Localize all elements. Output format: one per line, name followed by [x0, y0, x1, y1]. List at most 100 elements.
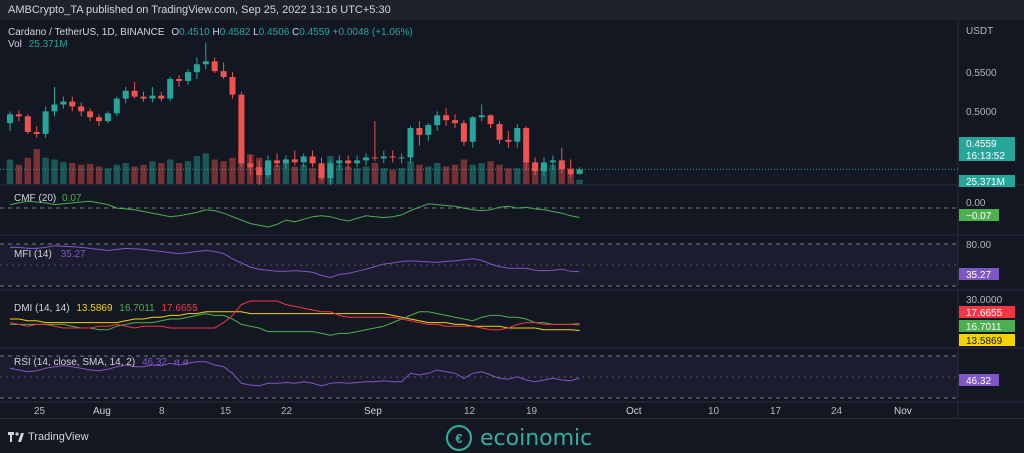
candle-body[interactable] [567, 169, 574, 175]
candle-body[interactable] [274, 160, 280, 164]
candle-body[interactable] [24, 116, 31, 132]
ohlc-close-label: C [292, 27, 300, 38]
candle-body[interactable] [202, 61, 209, 65]
volume-bar [220, 161, 227, 184]
candle-body[interactable] [478, 115, 485, 118]
candle-body[interactable] [167, 78, 174, 99]
candle-body[interactable] [336, 160, 343, 164]
dmi-legend[interactable]: DMI (14, 14) 13.5869 16.7011 17.6655 [14, 303, 198, 314]
candle-body[interactable] [300, 156, 307, 163]
minus-di-badge-value: 17.6655 [966, 308, 1003, 319]
candle-body[interactable] [496, 124, 503, 140]
candle-body[interactable] [354, 160, 361, 164]
candle-body[interactable] [549, 160, 556, 163]
rsi-legend[interactable]: RSI (14, close, SMA, 14, 2) 46.32 ø ø [14, 357, 189, 368]
candle-body[interactable] [309, 156, 316, 164]
candle-body[interactable] [149, 95, 156, 99]
candle-body[interactable] [541, 162, 547, 172]
candle-body[interactable] [211, 61, 218, 72]
volume-bar [184, 161, 192, 184]
cmf-legend[interactable]: CMF (20) 0.07 [14, 193, 81, 204]
candle-body[interactable] [42, 111, 49, 134]
candle-body[interactable] [113, 98, 120, 114]
cmf-value: 0.07 [62, 193, 82, 204]
candle-body[interactable] [318, 163, 325, 179]
candle-body[interactable] [345, 160, 352, 164]
candle-body[interactable] [532, 162, 539, 172]
candle-body[interactable] [78, 106, 85, 112]
volume-bar [505, 168, 512, 184]
candle-body[interactable] [505, 139, 512, 142]
candle-body[interactable] [265, 160, 272, 176]
volume-bar [175, 163, 183, 184]
tradingview-logo[interactable]: TradingView [8, 431, 89, 443]
candle-body[interactable] [193, 64, 200, 73]
candle-body[interactable] [452, 120, 458, 124]
candle-body[interactable] [131, 90, 138, 97]
candle-body[interactable] [238, 94, 245, 164]
candle-body[interactable] [140, 96, 147, 99]
chart-svg[interactable]: USDT 0.5500 0.5000 0.00 80.00 30.0000 0.… [0, 20, 1024, 418]
candle-body[interactable] [220, 71, 227, 78]
chart-area[interactable]: USDT 0.5500 0.5000 0.00 80.00 30.0000 0.… [0, 20, 1024, 418]
volume-bar [336, 164, 343, 184]
candle-body[interactable] [51, 104, 58, 112]
candle-body[interactable] [371, 157, 378, 159]
top-bar: AMBCrypto_TA published on TradingView.co… [0, 0, 1024, 20]
candle-body[interactable] [60, 101, 67, 105]
plus-di-badge [959, 320, 1015, 332]
main-legend[interactable]: Cardano / TetherUS, 1D, BINANCE O0.4510 … [8, 27, 413, 38]
candle-body[interactable] [576, 169, 583, 175]
candle-body[interactable] [514, 128, 521, 142]
candle-body[interactable] [229, 77, 236, 95]
candle-body[interactable] [398, 157, 405, 159]
candle-body[interactable] [487, 115, 494, 125]
candle-body[interactable] [443, 115, 450, 121]
volume-bar [425, 166, 432, 184]
candle-body[interactable] [291, 159, 298, 163]
candles[interactable] [7, 42, 583, 185]
candle-body[interactable] [256, 167, 263, 176]
candle-body[interactable] [122, 90, 129, 99]
volume-bar [309, 168, 316, 184]
candle-body[interactable] [247, 163, 254, 168]
time-label: Aug [93, 406, 111, 417]
candle-body[interactable] [33, 131, 40, 134]
candle-body[interactable] [96, 117, 102, 122]
candle-body[interactable] [460, 123, 467, 142]
candle-body[interactable] [363, 157, 369, 161]
candle-body[interactable] [407, 128, 414, 158]
time-label: 12 [464, 406, 476, 417]
candle-body[interactable] [176, 78, 183, 81]
candle-body[interactable] [104, 113, 111, 122]
minus-di-badge [959, 306, 1015, 318]
volume-bar [167, 159, 174, 184]
volume-legend[interactable]: Vol 25.371M [8, 39, 68, 50]
mfi-legend[interactable]: MFI (14) 35.27 [14, 249, 86, 260]
cmf-badge [959, 209, 999, 221]
footer: TradingView € ecoinomic [0, 418, 1024, 453]
candle-body[interactable] [425, 125, 432, 135]
volume-bar [478, 163, 485, 184]
adx-badge [959, 334, 1015, 346]
candle-body[interactable] [389, 156, 396, 158]
volume-bar [211, 159, 218, 184]
candle-body[interactable] [416, 128, 423, 135]
candle-body[interactable] [185, 72, 191, 81]
candle-body[interactable] [523, 128, 530, 163]
candle-body[interactable] [87, 111, 94, 118]
candle-body[interactable] [158, 95, 165, 99]
candle-body[interactable] [558, 160, 565, 170]
candle-body[interactable] [282, 159, 289, 164]
candle-body[interactable] [434, 115, 441, 126]
volume-bar [193, 156, 201, 184]
mfi-title: MFI (14) [14, 249, 52, 260]
candle-body[interactable] [7, 114, 13, 124]
candle-body[interactable] [69, 101, 76, 107]
symbol-name[interactable]: Cardano / TetherUS, 1D, BINANCE [8, 27, 165, 38]
candle-body[interactable] [15, 114, 22, 117]
candle-body[interactable] [380, 156, 387, 159]
volume-bar [158, 163, 165, 184]
candle-body[interactable] [327, 163, 334, 179]
candle-body[interactable] [469, 117, 476, 142]
